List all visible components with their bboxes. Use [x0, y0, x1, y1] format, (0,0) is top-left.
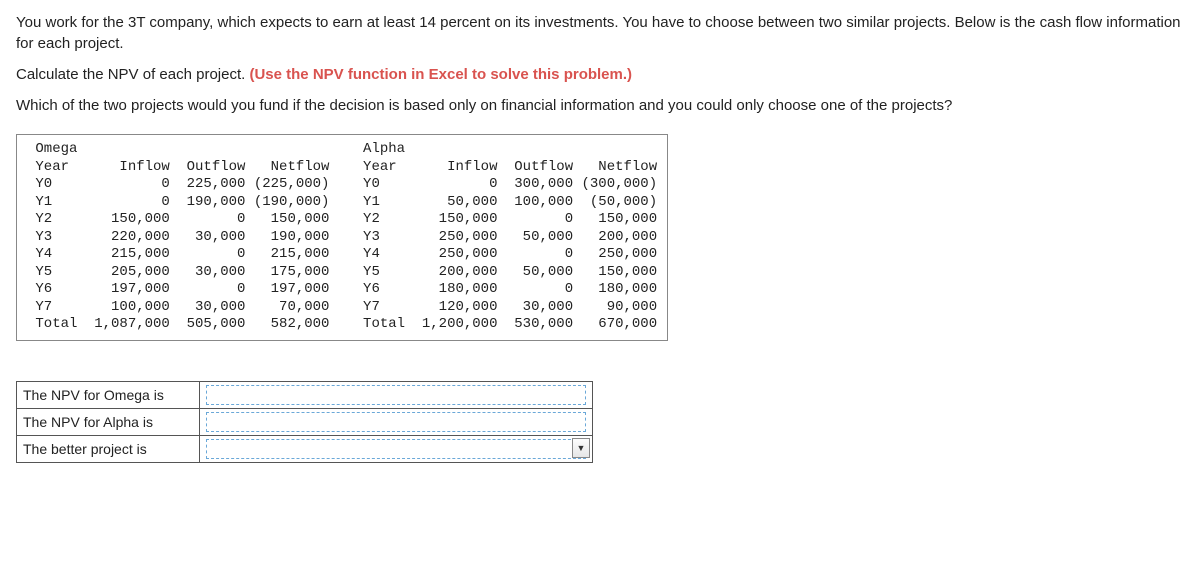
paragraph-2: Calculate the NPV of each project. (Use …	[16, 64, 1184, 85]
chevron-down-icon: ▼	[572, 438, 590, 458]
table-row: The NPV for Alpha is	[17, 408, 593, 435]
cashflow-table: Omega Alpha Year Inflow Outflow Netflow …	[16, 134, 668, 341]
paragraph-1: You work for the 3T company, which expec…	[16, 12, 1184, 54]
npv-alpha-label: The NPV for Alpha is	[17, 408, 200, 435]
table-row: The NPV for Omega is	[17, 381, 593, 408]
npv-omega-label: The NPV for Omega is	[17, 381, 200, 408]
better-project-label: The better project is	[17, 435, 200, 462]
npv-alpha-input[interactable]	[200, 408, 593, 435]
better-project-select[interactable]: ▼	[200, 435, 593, 462]
npv-omega-input[interactable]	[200, 381, 593, 408]
table-row: The better project is ▼	[17, 435, 593, 462]
answer-table: The NPV for Omega is The NPV for Alpha i…	[16, 381, 593, 463]
npv-instruction: Calculate the NPV of each project.	[16, 66, 249, 83]
paragraph-3: Which of the two projects would you fund…	[16, 95, 1184, 116]
npv-instruction-highlight: (Use the NPV function in Excel to solve …	[249, 66, 632, 83]
